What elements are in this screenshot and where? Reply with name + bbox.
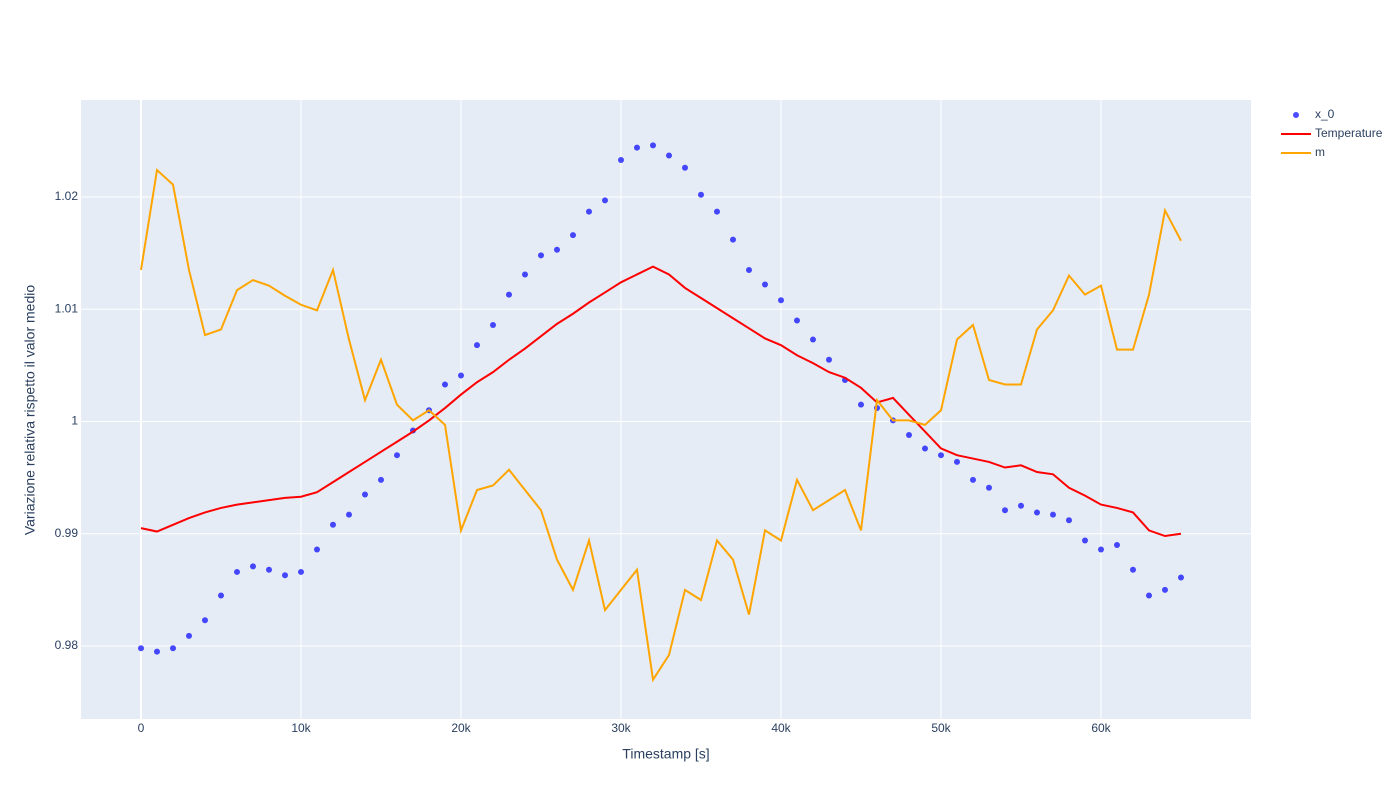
plot-area <box>81 100 1251 719</box>
scatter-point <box>170 645 176 652</box>
x-tick-label: 30k <box>611 721 631 735</box>
scatter-point <box>570 232 576 239</box>
scatter-point <box>618 156 624 163</box>
scatter-point <box>634 144 640 151</box>
scatter-point <box>1114 541 1120 548</box>
scatter-point <box>1066 517 1072 524</box>
scatter-point <box>218 592 224 599</box>
scatter-point <box>298 568 304 575</box>
line-series <box>140 168 1182 683</box>
scatter-point <box>474 342 480 349</box>
scatter-point <box>1162 586 1168 593</box>
scatter-point <box>1050 511 1056 518</box>
scatter-point <box>858 401 864 408</box>
y-tick-label: 0.98 <box>55 638 79 652</box>
scatter-point <box>266 566 272 573</box>
legend-label: Temperature <box>1315 126 1383 140</box>
scatter-point <box>490 321 496 328</box>
scatter-point <box>346 511 352 518</box>
scatter-point <box>442 381 448 388</box>
scatter-point <box>458 372 464 379</box>
y-tick-label: 1.01 <box>55 301 79 315</box>
scatter-point <box>522 271 528 278</box>
scatter-point <box>506 291 512 298</box>
scatter-point <box>778 297 784 304</box>
x-tick-label: 50k <box>931 721 951 735</box>
y-tick-label: 1.02 <box>55 189 79 203</box>
x-tick-label: 60k <box>1091 721 1111 735</box>
scatter-point <box>282 572 288 579</box>
scatter-point <box>1002 507 1008 514</box>
scatter-point <box>378 476 384 483</box>
scatter-point <box>970 476 976 483</box>
legend-label: m <box>1315 145 1325 159</box>
scatter-point <box>986 484 992 491</box>
scatter-point <box>1098 546 1104 553</box>
scatter-point <box>714 208 720 215</box>
line-series <box>140 265 1182 538</box>
y-tick-label: 1 <box>71 414 78 428</box>
scatter-point <box>682 164 688 171</box>
scatter-point <box>1082 537 1088 544</box>
scatter-point <box>938 452 944 459</box>
scatter-point <box>554 246 560 253</box>
scatter-point <box>330 521 336 528</box>
scatter-point <box>1018 502 1024 509</box>
scatter-point <box>1130 566 1136 573</box>
scatter-point <box>826 356 832 363</box>
scatter-point <box>698 191 704 198</box>
scatter-point <box>586 208 592 215</box>
scatter-point <box>1178 574 1184 581</box>
scatter-point <box>138 645 144 652</box>
scatter-point <box>602 197 608 204</box>
legend-label: x_0 <box>1315 107 1335 121</box>
scatter-point <box>1146 592 1152 599</box>
scatter-point <box>1034 509 1040 516</box>
scatter-point <box>362 491 368 498</box>
scatter-point <box>922 445 928 452</box>
legend-marker <box>1293 112 1299 118</box>
x-tick-label: 20k <box>451 721 471 735</box>
y-axis-title: Variazione relativa rispetto il valor me… <box>22 285 38 536</box>
x-tick-label: 0 <box>138 721 145 735</box>
scatter-point <box>186 632 192 639</box>
scatter-point <box>954 458 960 465</box>
scatter-point <box>314 546 320 553</box>
scatter-point <box>154 648 160 655</box>
scatter-point <box>810 336 816 343</box>
scatter-point <box>794 317 800 324</box>
x-axis-title: Timestamp [s] <box>622 746 709 762</box>
scatter-point <box>730 236 736 243</box>
scatter-point <box>906 431 912 438</box>
scatter-point <box>666 152 672 159</box>
scatter-point <box>234 568 240 575</box>
x-tick-label: 40k <box>771 721 791 735</box>
scatter-point <box>250 563 256 570</box>
x-tick-label: 10k <box>291 721 311 735</box>
scatter-point <box>762 281 768 288</box>
scatter-point <box>202 617 208 624</box>
scatter-point <box>538 252 544 259</box>
scatter-point <box>650 142 656 149</box>
scatter-point <box>746 266 752 273</box>
scatter-point <box>394 452 400 459</box>
y-tick-label: 0.99 <box>55 526 79 540</box>
